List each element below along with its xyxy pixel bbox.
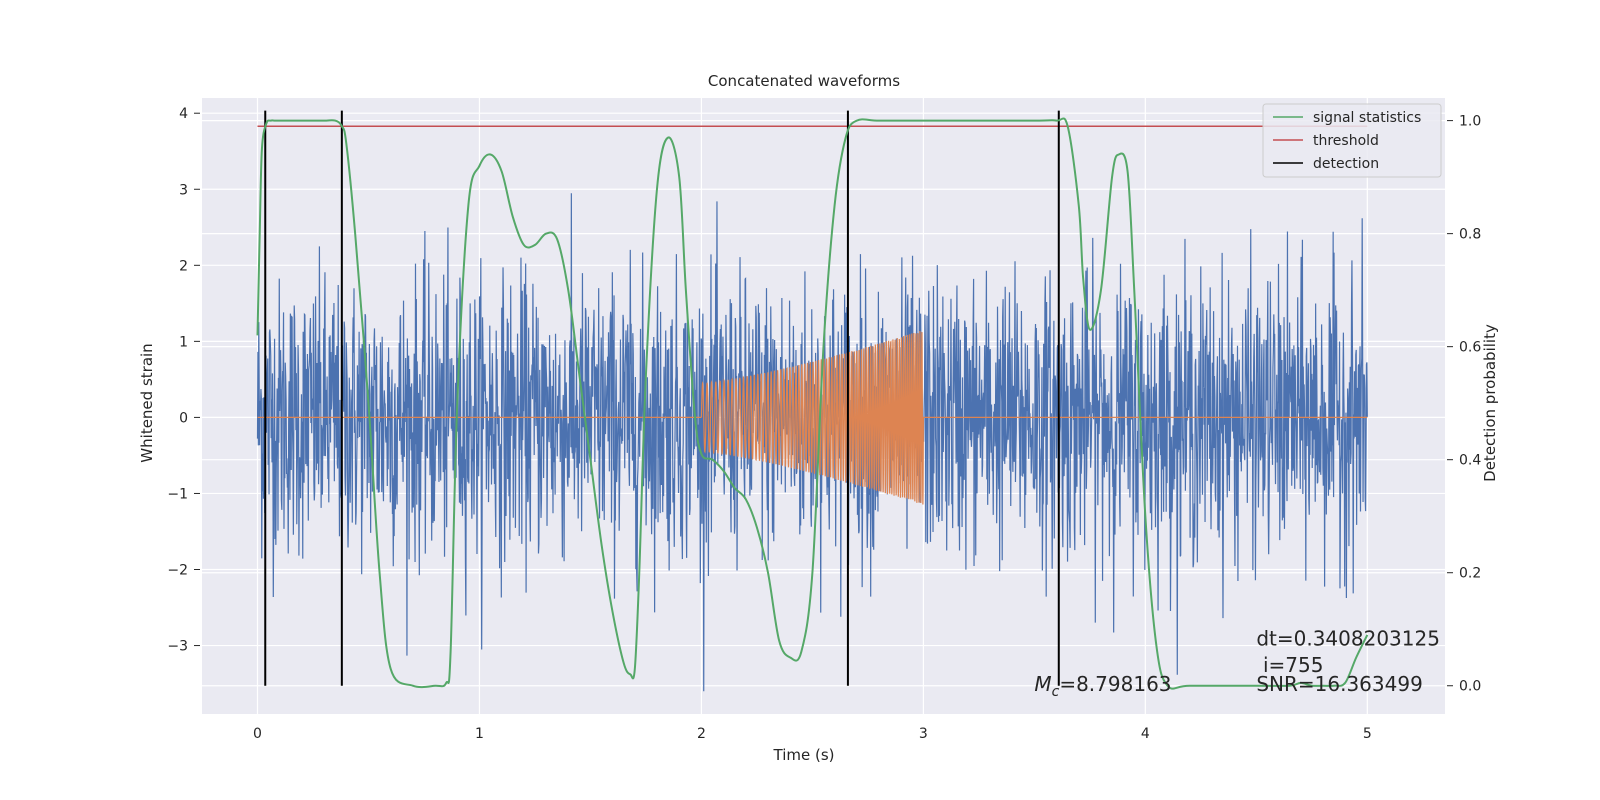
x-tick-label: 1 xyxy=(475,726,484,742)
chart-title: Concatenated waveforms xyxy=(708,72,900,90)
x-tick-label: 5 xyxy=(1363,726,1372,742)
y-tick-label-left: −3 xyxy=(167,639,188,655)
y-tick-label-left: 1 xyxy=(179,334,188,350)
x-tick-label: 2 xyxy=(697,726,706,742)
y-tick-label-right: 0.6 xyxy=(1459,340,1481,356)
annotation-text: SNR=16.363499 xyxy=(1256,672,1422,696)
y-tick-label-left: 3 xyxy=(179,182,188,198)
y-tick-label-left: −2 xyxy=(167,563,188,579)
y-tick-label-right: 0.2 xyxy=(1459,566,1481,582)
legend-label-detection: detection xyxy=(1313,156,1379,172)
annotation-text: Mc=8.798163 xyxy=(1034,672,1171,700)
x-tick-label: 3 xyxy=(919,726,928,742)
y-tick-label-left: 0 xyxy=(179,410,188,426)
y-axis-label-right: Detection probability xyxy=(1481,324,1499,482)
injected-waveform-line xyxy=(257,331,1368,505)
y-tick-label-right: 1.0 xyxy=(1459,114,1481,130)
axis-ticks: 0 1 2 3 4 5 −3 −2 −1 0 1 2 3 4 0.0 0.2 0.4 0.6 0.8 1.0 xyxy=(167,106,1481,742)
legend-label-signal-statistics: signal statistics xyxy=(1313,110,1421,126)
x-axis-label: Time (s) xyxy=(773,746,835,764)
y-axis-label-left: Whitened strain xyxy=(138,343,156,462)
signal-statistics-series xyxy=(256,117,1369,690)
legend-box xyxy=(1262,103,1442,178)
legend: signal statistics threshold detection xyxy=(1262,103,1442,178)
legend-label-threshold: threshold xyxy=(1313,133,1379,149)
y-tick-label-left: 4 xyxy=(179,106,188,122)
injected-waveform-series xyxy=(257,331,1368,505)
y-tick-label-left: 2 xyxy=(179,258,188,274)
y-tick-label-left: −1 xyxy=(167,486,188,502)
y-tick-label-right: 0.4 xyxy=(1459,453,1481,469)
detection-series xyxy=(264,110,1060,686)
annotation-text: i=755 xyxy=(1263,653,1324,677)
y-tick-label-right: 0.8 xyxy=(1459,227,1481,243)
x-tick-label: 0 xyxy=(253,726,262,742)
y-tick-label-right: 0.0 xyxy=(1459,679,1481,695)
annotation-text: dt=0.3408203125 xyxy=(1256,627,1440,651)
signal-statistics-line xyxy=(256,117,1369,690)
x-tick-label: 4 xyxy=(1141,726,1150,742)
